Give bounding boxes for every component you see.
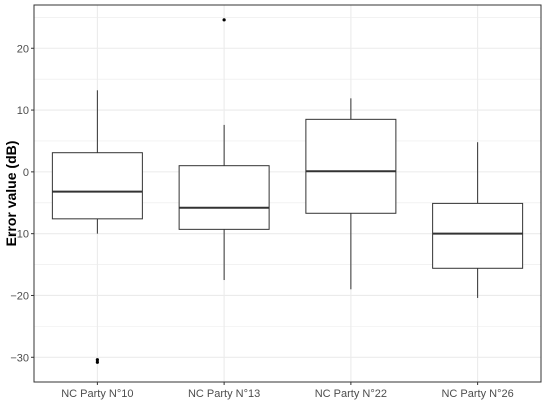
box-iqr (51, 152, 143, 220)
box-iqr (178, 165, 270, 230)
x-tick-label: NC Party N°13 (188, 388, 260, 400)
boxes (51, 18, 524, 364)
box-group (432, 142, 524, 298)
outlier-point (222, 18, 226, 22)
y-axis-label: Error value (dB) (3, 141, 19, 247)
box-group (178, 18, 270, 281)
outlier-point (95, 360, 99, 364)
y-tick-label: 0 (23, 167, 29, 179)
x-tick-label: NC Party N°22 (315, 388, 387, 400)
panel-border (33, 4, 542, 383)
y-tick-label: −20 (10, 290, 29, 302)
box-iqr (432, 202, 524, 269)
axes: −30 −20 −10 0 10 20 NC Party N°10 NC Party N°13… (10, 43, 513, 400)
x-tick-label: NC Party N°10 (61, 388, 133, 400)
y-tick-label: 20 (17, 43, 29, 55)
box-iqr (305, 118, 397, 214)
box-group (305, 98, 397, 290)
y-tick-label: −10 (10, 229, 29, 241)
x-tick-label: NC Party N°26 (441, 388, 513, 400)
y-tick-label: −30 (10, 352, 29, 364)
y-tick-label: 10 (17, 105, 29, 117)
box-group (51, 90, 143, 364)
outlier-point (95, 358, 99, 362)
